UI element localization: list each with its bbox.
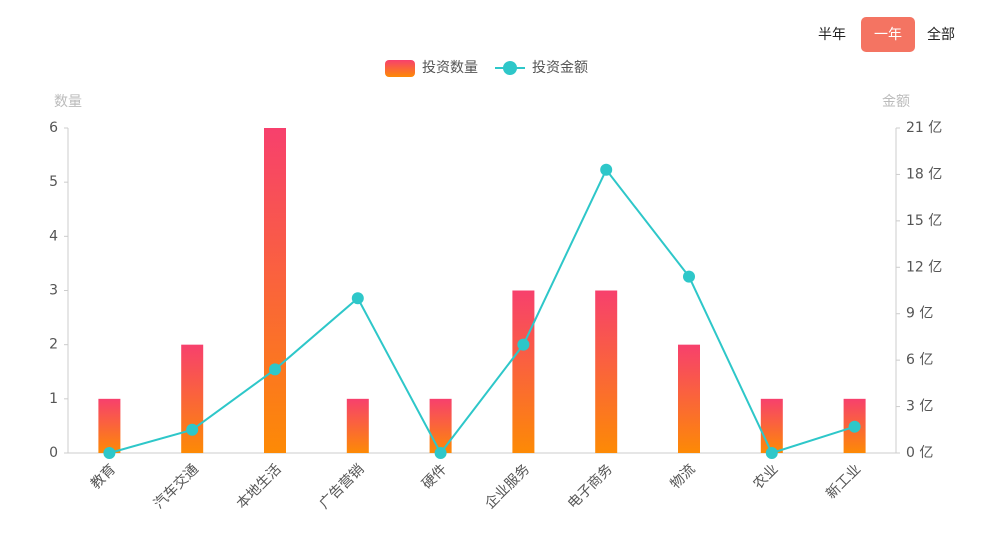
x-tick-label: 汽车交通 <box>150 461 202 513</box>
y-tick-label: 3 <box>49 283 58 299</box>
range-controls: 半年 一年 全部 <box>818 17 955 52</box>
x-tick-label: 企业服务 <box>481 461 533 513</box>
x-tick-label: 农业 <box>750 461 781 492</box>
line-point <box>765 447 778 459</box>
bar <box>512 290 535 453</box>
line-point <box>848 420 861 433</box>
y2-tick-label: 6 亿 <box>906 352 933 368</box>
legend-label: 投资数量 <box>422 60 478 76</box>
x-tick-label: 电子商务 <box>565 461 616 512</box>
y2-tick-label: 9 亿 <box>906 306 933 322</box>
range-button[interactable]: 一年 <box>874 27 902 43</box>
y-tick-label: 5 <box>49 174 58 190</box>
y-tick-label: 1 <box>49 391 58 407</box>
legend-swatch <box>503 61 517 75</box>
y-axis-label: 数量 <box>54 94 82 110</box>
bar <box>678 344 700 453</box>
y2-tick-label: 0 亿 <box>906 445 933 461</box>
line-point <box>351 292 364 305</box>
range-button[interactable]: 半年 <box>818 27 846 43</box>
bar <box>98 398 121 453</box>
line-point <box>434 447 447 459</box>
x-tick-label: 广告营销 <box>317 461 368 512</box>
bar <box>264 128 286 453</box>
range-button[interactable]: 全部 <box>927 26 955 43</box>
y-tick-label: 2 <box>49 337 58 353</box>
y2-tick-label: 18 亿 <box>906 166 942 182</box>
y-tick-label: 0 <box>49 445 58 461</box>
bar <box>595 290 618 453</box>
y2-tick-label: 15 亿 <box>906 213 942 229</box>
line-point <box>683 270 695 283</box>
x-tick-label: 本地生活 <box>234 461 285 512</box>
y2-tick-label: 3 亿 <box>906 399 933 415</box>
bar <box>181 344 204 453</box>
y2-tick-label: 21 亿 <box>906 120 942 136</box>
bar <box>346 398 369 453</box>
x-tick-label: 新工业 <box>823 461 864 502</box>
y2-axis-label: 金额 <box>882 94 910 110</box>
line-point <box>103 447 116 459</box>
bar <box>760 398 783 453</box>
y2-tick-label: 12 亿 <box>906 259 942 275</box>
line <box>109 167 855 455</box>
x-tick-label: 教育 <box>88 461 119 492</box>
x-tick-label: 硬件 <box>419 461 450 492</box>
legend-swatch <box>385 60 415 77</box>
x-tick-label: 物流 <box>668 461 699 492</box>
range-button-bg[interactable] <box>861 17 915 52</box>
line-point <box>186 423 199 436</box>
line-point <box>517 338 530 351</box>
y-tick-label: 4 <box>49 228 58 244</box>
y-tick-label: 6 <box>49 120 58 136</box>
bar <box>429 398 452 453</box>
legend-label: 投资金额 <box>532 60 588 76</box>
line-point <box>600 163 613 176</box>
legend: 投资数量 投资金额 <box>385 60 588 77</box>
line-point <box>269 363 281 376</box>
